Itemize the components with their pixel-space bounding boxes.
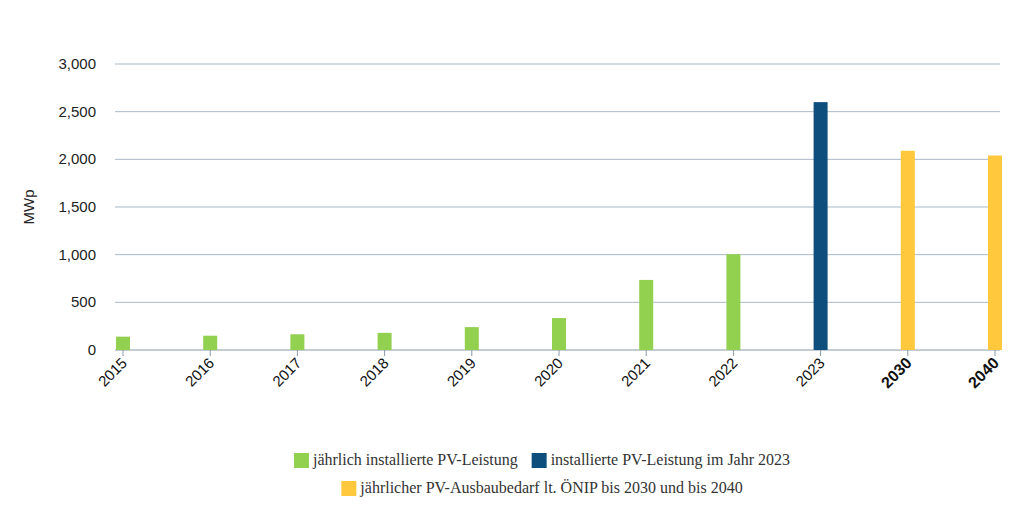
x-tick [123,350,124,356]
bar [639,280,653,350]
y-axis-label: MWp [20,190,37,225]
x-tick-label: 2030 [878,354,915,391]
x-tick-label: 2020 [531,354,567,390]
legend-item: jährlich installierte PV-Leistung [294,451,518,469]
bars [116,102,1002,350]
y-tick-label: 1,000 [58,246,96,263]
legend-label: jährlich installierte PV-Leistung [312,451,518,469]
y-tick-label: 3,000 [58,55,96,72]
x-tick-label: 2021 [618,354,654,390]
x-tick-label: 2018 [356,354,392,390]
bar [988,156,1002,350]
legend-swatch [294,453,309,468]
chart: 0 500 1,000 1,500 2,000 2,500 3,000 MWp 2015 2016… [0,0,1024,512]
bar [726,254,740,350]
x-tick [907,350,908,356]
x-tick-label: 2016 [182,354,218,390]
bar [116,337,130,350]
legend-swatch [532,453,547,468]
bar [552,318,566,350]
x-tick [820,350,821,356]
legend-swatch [341,481,356,496]
x-tick [733,350,734,356]
x-tick-label: 2023 [792,354,828,390]
x-tick-label: 2017 [269,354,305,390]
bar [378,333,392,350]
grid-line [115,159,1000,160]
x-tick-label: 2015 [95,354,131,390]
bar [203,336,217,350]
grid-line [115,302,1000,303]
x-tick [210,350,211,356]
y-tick-label: 2,500 [58,103,96,120]
y-tick-label: 0 [88,341,96,358]
bar [814,102,828,350]
x-tick [646,350,647,356]
legend-item: jährlicher PV-Ausbaubedarf lt. ÖNIP bis … [341,479,742,497]
bar [290,334,304,350]
y-tick-label: 2,000 [58,150,96,167]
y-tick-label: 500 [71,293,96,310]
x-tick [384,350,385,356]
x-tick-label: 2022 [705,354,741,390]
grid-line [115,254,1000,255]
bar [901,151,915,350]
grid-line [115,64,1000,65]
x-tick-label: 2040 [965,354,1002,391]
grid-line [115,111,1000,112]
x-tick [995,350,996,356]
x-tick-label: 2019 [443,354,479,390]
legend-item: installierte PV-Leistung im Jahr 2023 [532,451,790,469]
grid-line [115,207,1000,208]
x-tick [471,350,472,356]
x-tick [297,350,298,356]
x-tick [559,350,560,356]
bar [465,327,479,350]
y-tick-label: 1,500 [58,198,96,215]
legend-label: installierte PV-Leistung im Jahr 2023 [551,451,790,469]
legend-label: jährlicher PV-Ausbaubedarf lt. ÖNIP bis … [359,479,742,497]
